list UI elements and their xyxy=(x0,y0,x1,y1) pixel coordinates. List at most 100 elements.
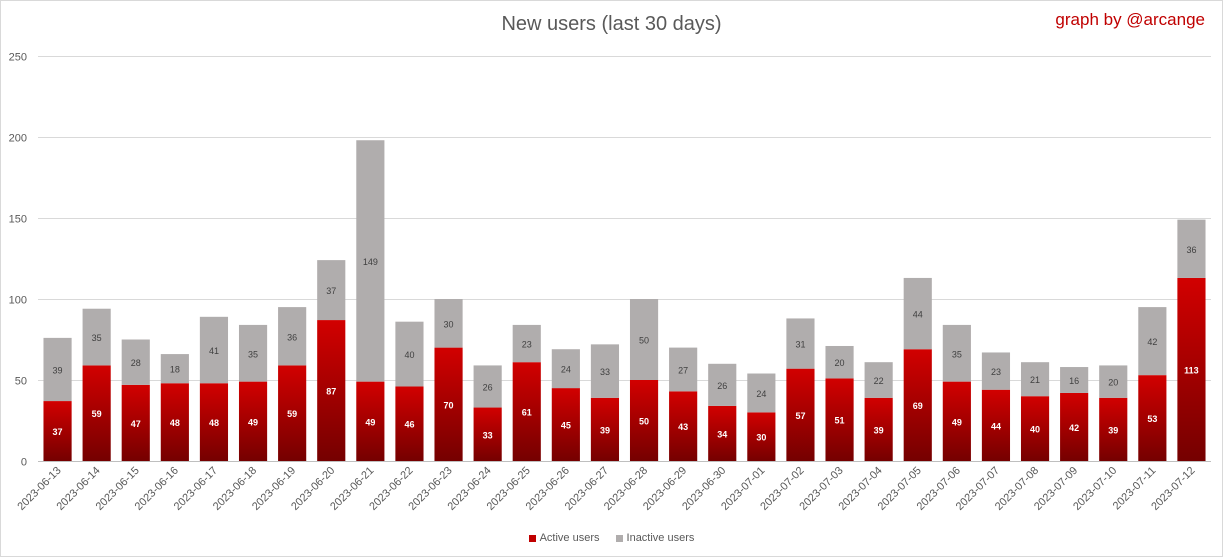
bar-inactive xyxy=(317,260,346,321)
data-label-active: 49 xyxy=(952,417,962,427)
bar-active xyxy=(1060,392,1089,461)
data-label-inactive: 33 xyxy=(600,367,610,377)
bar-inactive xyxy=(669,347,698,392)
bar-inactive xyxy=(825,345,854,379)
data-label-active: 113 xyxy=(1184,365,1199,375)
data-label-active: 47 xyxy=(131,419,141,429)
data-label-inactive: 21 xyxy=(1030,375,1040,385)
bar-inactive xyxy=(43,337,72,402)
bar-active xyxy=(82,365,111,461)
data-label-active: 34 xyxy=(717,429,727,439)
data-label-inactive: 18 xyxy=(170,365,180,375)
data-label-active: 39 xyxy=(1108,425,1118,435)
data-label-inactive: 28 xyxy=(131,358,141,368)
y-axis-ticks: 0 50 100 150 200 250 xyxy=(9,52,27,469)
bar-active xyxy=(317,320,346,461)
data-label-active: 87 xyxy=(326,387,336,397)
bar-active xyxy=(473,407,502,461)
data-label-active: 57 xyxy=(795,411,805,421)
y-tick-label: 250 xyxy=(9,52,27,64)
x-axis-ticks: 2023-06-132023-06-142023-06-152023-06-16… xyxy=(15,465,1197,513)
bar-inactive xyxy=(1138,307,1167,376)
bar-active xyxy=(747,412,776,461)
bar-inactive xyxy=(1099,365,1128,398)
legend-item-active: Active users xyxy=(528,532,600,544)
data-label-inactive: 27 xyxy=(678,365,688,375)
data-label-active: 33 xyxy=(483,430,493,440)
data-label-active: 39 xyxy=(874,425,884,435)
data-label-active: 51 xyxy=(835,416,845,426)
y-tick-label: 50 xyxy=(15,376,27,388)
chart-title: New users (last 30 days) xyxy=(501,13,722,35)
bar-active xyxy=(121,384,150,461)
data-label-inactive: 40 xyxy=(404,350,414,360)
data-label-active: 30 xyxy=(756,433,766,443)
bar-active xyxy=(1099,397,1128,461)
data-label-active: 49 xyxy=(248,417,258,427)
data-label-inactive: 23 xyxy=(522,340,532,350)
bar-inactive xyxy=(121,339,150,385)
data-label-active: 70 xyxy=(444,400,454,410)
y-tick-label: 100 xyxy=(9,295,27,307)
bar-inactive xyxy=(1177,219,1206,278)
bar-inactive xyxy=(1060,367,1089,393)
data-label-inactive: 31 xyxy=(795,340,805,350)
bar-active xyxy=(43,401,72,461)
bars xyxy=(43,140,1206,461)
data-label-inactive: 44 xyxy=(913,310,923,320)
data-label-inactive: 20 xyxy=(835,358,845,368)
bar-inactive xyxy=(395,321,424,387)
data-label-active: 61 xyxy=(522,408,532,418)
bar-inactive xyxy=(356,140,385,382)
y-tick-label: 200 xyxy=(9,133,27,145)
data-label-active: 59 xyxy=(287,409,297,419)
bar-active xyxy=(629,380,659,461)
bar-active xyxy=(786,368,815,461)
bar-active xyxy=(238,381,268,461)
bar-inactive xyxy=(512,324,541,363)
bar-inactive xyxy=(903,277,932,350)
bar-inactive xyxy=(747,373,776,413)
data-label-active: 50 xyxy=(639,417,649,427)
data-labels: 37 39 59 35 47 28 48 18 48 41 49 35 59 36 87 37 49 149 46 4… xyxy=(53,245,1199,443)
data-label-inactive: 26 xyxy=(483,382,493,392)
bar-active xyxy=(825,378,854,461)
bar-inactive xyxy=(981,352,1011,390)
bar-active xyxy=(395,386,424,461)
data-label-inactive: 41 xyxy=(209,346,219,356)
legend-label-inactive: Inactive users xyxy=(626,532,695,544)
data-label-inactive: 22 xyxy=(874,376,884,386)
bar-active xyxy=(942,381,971,461)
data-label-inactive: 16 xyxy=(1069,376,1079,386)
bar-inactive xyxy=(82,308,111,366)
bar-inactive xyxy=(786,318,815,369)
data-label-active: 48 xyxy=(170,418,180,428)
data-label-active: 45 xyxy=(561,421,571,431)
data-label-inactive: 149 xyxy=(363,257,378,267)
bar-active xyxy=(864,397,893,461)
data-label-inactive: 24 xyxy=(561,365,571,375)
bar-active xyxy=(512,362,541,461)
bar-inactive xyxy=(434,299,463,348)
data-label-active: 39 xyxy=(600,425,610,435)
bar-inactive xyxy=(278,307,307,366)
bar-active xyxy=(434,347,463,461)
grid-lines xyxy=(38,56,1211,462)
bar-active xyxy=(1177,277,1206,461)
bar-inactive xyxy=(551,349,580,389)
data-label-active: 49 xyxy=(365,417,375,427)
bar-active xyxy=(160,383,189,461)
bar-inactive xyxy=(1020,362,1050,397)
bar-inactive xyxy=(629,299,659,380)
legend-label-active: Active users xyxy=(539,532,600,544)
data-label-inactive: 35 xyxy=(952,349,962,359)
bar-active xyxy=(903,349,932,461)
data-label-inactive: 35 xyxy=(92,333,102,343)
y-tick-label: 0 xyxy=(21,457,27,469)
data-label-active: 43 xyxy=(678,422,688,432)
data-label-inactive: 23 xyxy=(991,367,1001,377)
bar-active xyxy=(356,381,385,461)
data-label-active: 53 xyxy=(1147,414,1157,424)
data-label-active: 69 xyxy=(913,401,923,411)
